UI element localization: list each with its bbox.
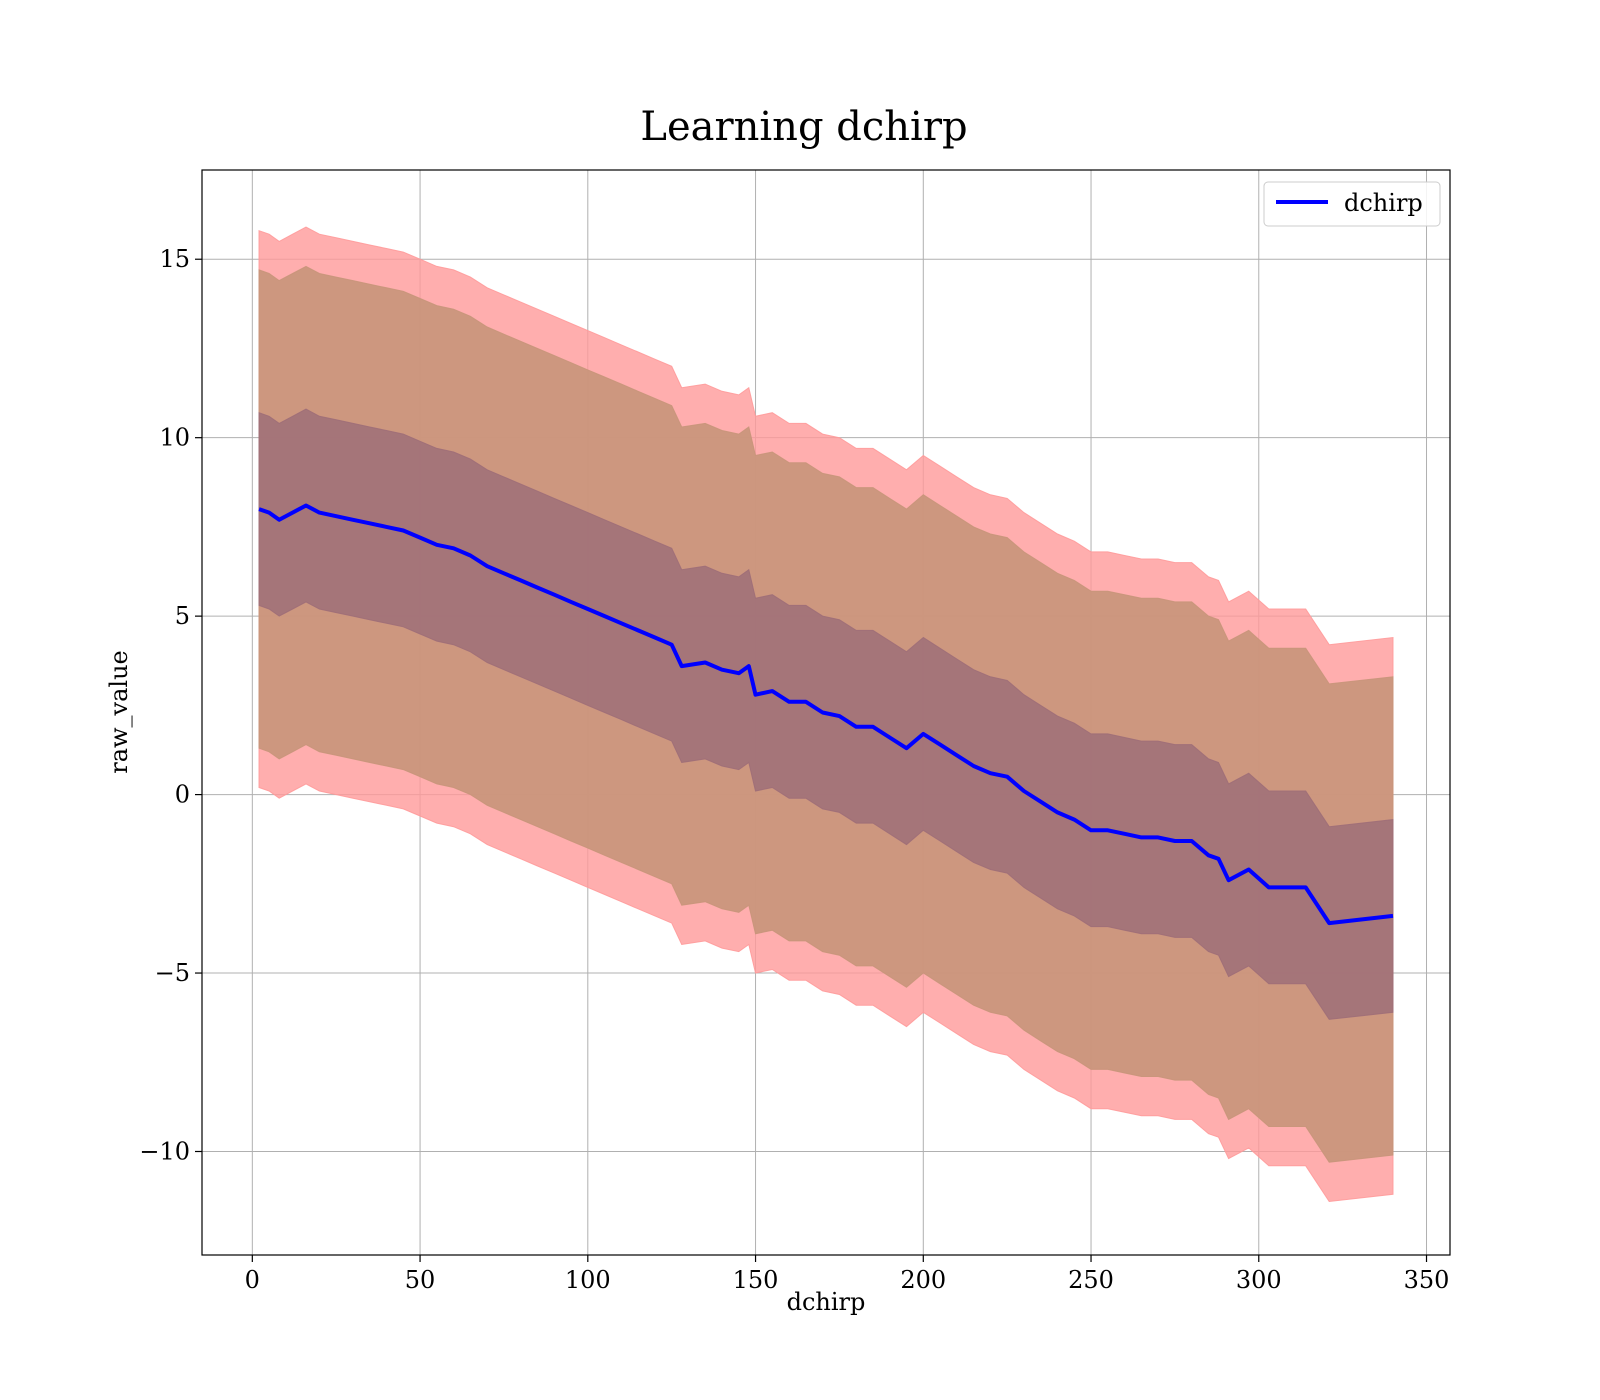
y-tick-label: 15 <box>159 245 190 273</box>
x-tick-label: 0 <box>245 1266 260 1294</box>
chart-title: Learning dchirp <box>640 104 967 150</box>
y-axis-label: raw_value <box>105 650 133 774</box>
y-tick-label: −10 <box>139 1137 190 1165</box>
plot-area <box>201 169 1451 1256</box>
x-tick-label: 50 <box>405 1266 436 1294</box>
y-tick-label: 10 <box>159 424 190 452</box>
x-tick-label: 250 <box>1068 1266 1114 1294</box>
legend-box <box>1263 181 1441 227</box>
y-axis-ticks: −10 −5 0 5 10 15 <box>139 245 202 1165</box>
y-tick-label: 5 <box>175 602 190 630</box>
x-tick-label: 200 <box>900 1266 946 1294</box>
plot-frame <box>201 169 1451 1256</box>
x-tick-label: 100 <box>565 1266 611 1294</box>
x-tick-label: 150 <box>733 1266 779 1294</box>
x-axis-ticks: 0 50 100 150 200 250 300 350 <box>245 1255 1450 1294</box>
x-axis-label: dchirp <box>787 1288 866 1316</box>
x-tick-label: 350 <box>1404 1266 1450 1294</box>
legend: dchirp <box>1263 181 1441 227</box>
x-tick-label: 300 <box>1236 1266 1282 1294</box>
y-tick-label: −5 <box>155 959 190 987</box>
series-lines <box>258 503 1394 926</box>
y-tick-label: 0 <box>175 781 190 809</box>
legend-label-dchirp: dchirp <box>1344 189 1423 217</box>
series-line-dchirp <box>258 503 1394 926</box>
